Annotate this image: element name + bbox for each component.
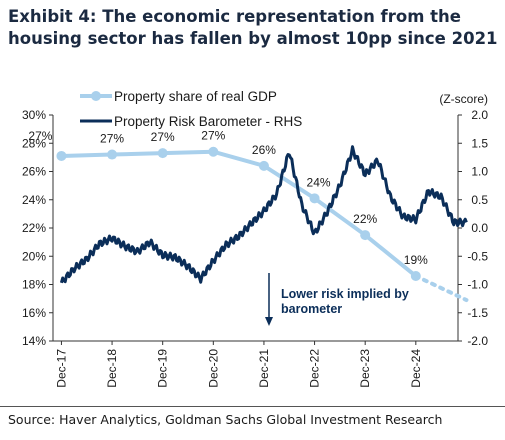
gdp-share-data-label: 27% (201, 129, 225, 143)
left-tick-label: 16% (22, 306, 46, 320)
right-axis-label: (Z-score) (439, 92, 488, 106)
right-tick-label: 2.0 (471, 108, 488, 122)
left-tick-label: 22% (22, 221, 46, 235)
gdp-share-projection (413, 274, 469, 303)
axes: 14% 16% 18% 20% 22% 24% 26% 28% 30% -2.0 -1.5 -1.0 -… (22, 108, 488, 388)
gdp-share-marker (410, 271, 421, 282)
left-tick-label: 30% (22, 108, 46, 122)
gdp-share-marker (258, 160, 269, 171)
right-tick-label: -2.0 (467, 334, 488, 348)
annotation-text-line-1: Lower risk implied by (281, 287, 409, 301)
legend-label-gdp: Property share of real GDP (114, 89, 277, 104)
left-tick-label: 18% (22, 278, 46, 292)
arrowhead-icon (265, 317, 273, 326)
barometer-line (59, 145, 468, 284)
gdp-share-data-label: 22% (353, 212, 377, 226)
gdp-share-marker (309, 193, 320, 204)
chart: 14% 16% 18% 20% 22% 24% 26% 28% 30% -2.0 -1.5 -1.0 -… (22, 89, 488, 388)
x-tick-label: Dec-23 (358, 349, 372, 388)
gdp-share-data-label: 26% (252, 143, 276, 157)
x-tick-label: Dec-19 (156, 349, 170, 388)
annotation: Lower risk implied by barometer (265, 273, 409, 326)
right-tick-label: -1.0 (467, 278, 488, 292)
right-tick-label: -0.5 (467, 249, 488, 263)
right-tick-label: 0.0 (471, 221, 488, 235)
gdp-share-marker (56, 150, 67, 161)
left-tick-label: 14% (22, 334, 46, 348)
gdp-share-marker (208, 146, 219, 157)
gdp-share-marker (157, 148, 168, 159)
gdp-share-data-label: 27% (151, 130, 175, 144)
source-note: Source: Haver Analytics, Goldman Sachs G… (8, 412, 443, 427)
gdp-share-marker (360, 230, 371, 241)
left-tick-label: 24% (22, 193, 46, 207)
annotation-text-line-2: barometer (281, 302, 342, 316)
gdp-share-line (61, 149, 418, 278)
gdp-share-marker (107, 149, 118, 160)
right-tick-label: -1.5 (467, 306, 488, 320)
right-tick-label: 1.0 (471, 165, 488, 179)
left-tick-label: 26% (22, 165, 46, 179)
left-tick-label: 20% (22, 249, 46, 263)
legend-marker-gdp (91, 91, 101, 101)
chart-title: Exhibit 4: The economic representation f… (8, 7, 498, 48)
source-divider (0, 406, 505, 407)
x-tick-label: Dec-18 (105, 349, 119, 388)
right-tick-label: 1.5 (471, 136, 488, 150)
gdp-share-data-label: 27% (100, 132, 124, 146)
right-tick-label: 0.5 (471, 193, 488, 207)
gdp-share-data-label: 19% (404, 253, 428, 267)
series-layer (59, 145, 469, 303)
gdp-share-data-label: 27% (28, 129, 52, 143)
x-tick-label: Dec-17 (54, 349, 68, 388)
labels-layer: 27% 27% 27% 27% 26% 24% 22% 19% (28, 129, 428, 282)
left-tick-label: 28% (22, 136, 46, 150)
gdp-share-data-label: 24% (307, 175, 331, 189)
legend: Property share of real GDP Property Risk… (80, 89, 302, 129)
x-tick-label: Dec-22 (308, 349, 322, 388)
x-tick-label: Dec-20 (206, 349, 220, 388)
legend-label-barometer: Property Risk Barometer - RHS (114, 114, 302, 129)
x-tick-label: Dec-24 (409, 349, 423, 388)
x-tick-label: Dec-21 (257, 349, 271, 388)
